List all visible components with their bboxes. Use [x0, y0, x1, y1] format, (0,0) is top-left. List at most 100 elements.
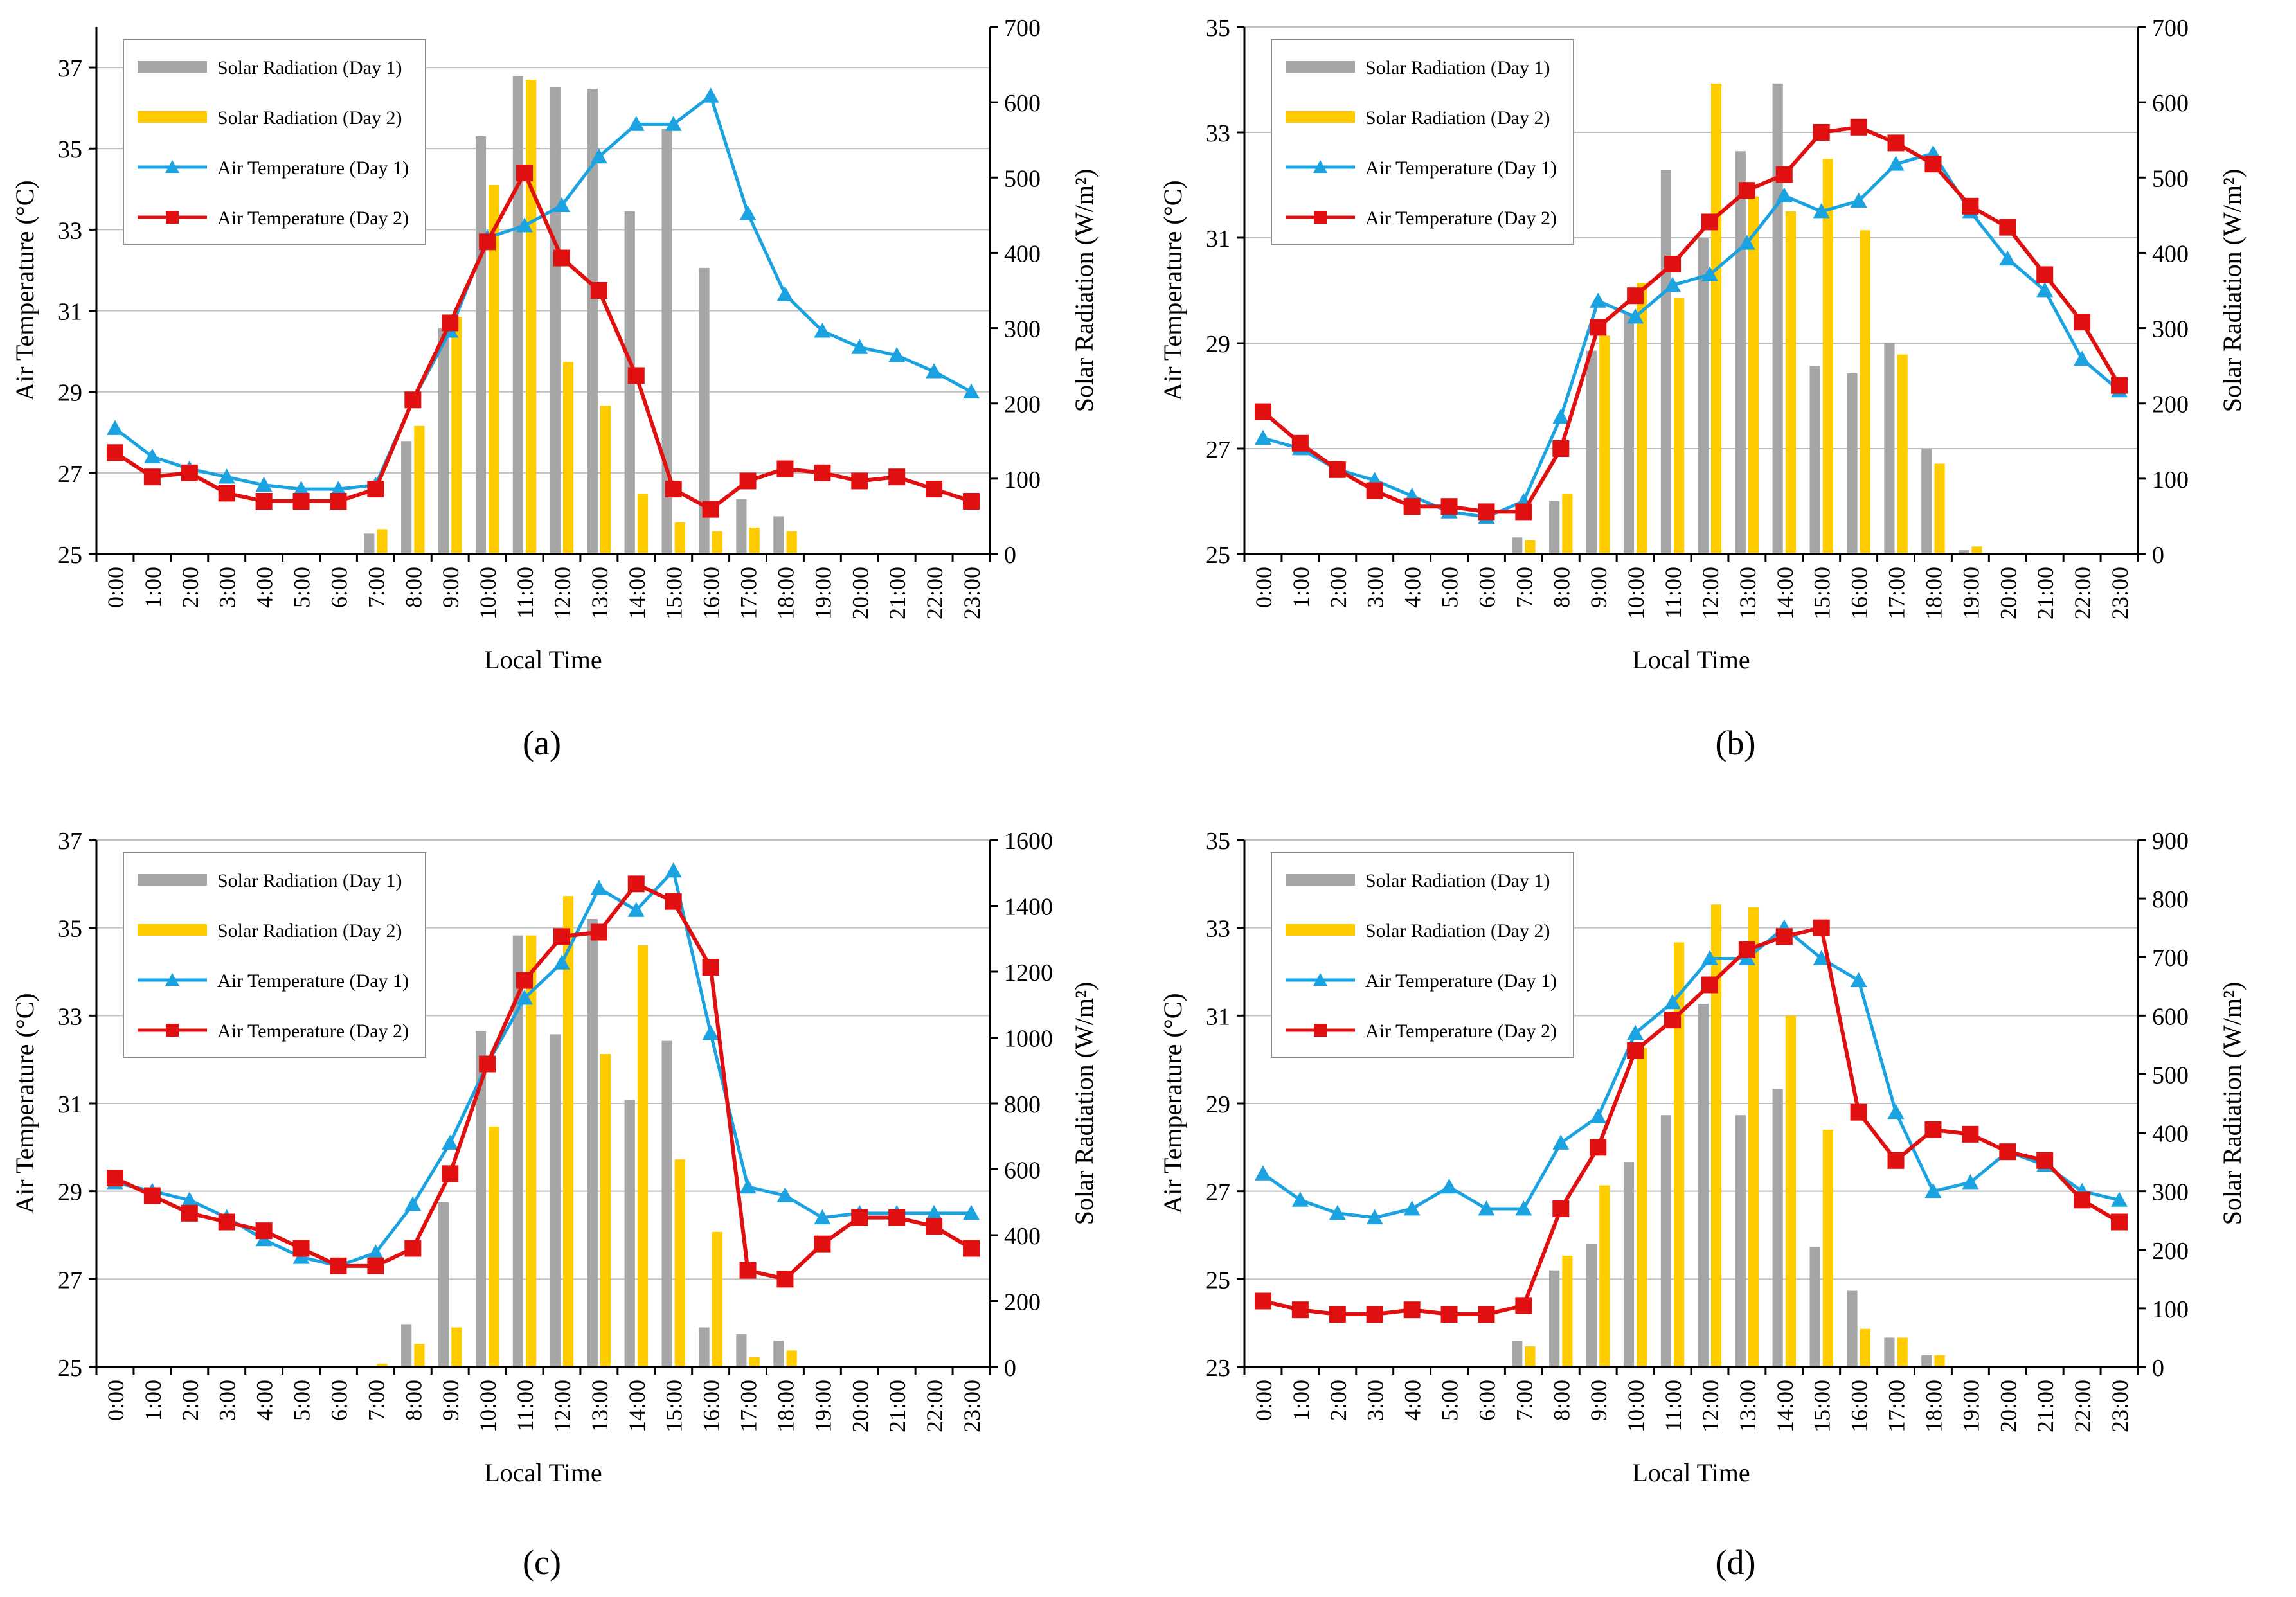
chart-a-bar: [414, 425, 425, 554]
chart-a-left-tick-label: 27: [58, 461, 82, 488]
chart-d-bar: [1921, 1355, 1932, 1367]
chart-d-right-tick-label: 600: [2152, 1003, 2189, 1030]
chart-d-point: [1403, 1301, 1421, 1319]
chart-b-point: [1366, 482, 1383, 499]
chart-c-bar: [451, 1327, 462, 1367]
chart-c-bar: [587, 919, 598, 1367]
chart-b-bar: [1710, 83, 1722, 554]
chart-c-point: [926, 1218, 943, 1235]
chart-d-x-tick-label: 23:00: [2107, 1380, 2133, 1432]
chart-a-bar: [587, 89, 598, 555]
chart-b-left-tick-label: 27: [1206, 436, 1230, 463]
chart-d-left-tick-label: 23: [1206, 1355, 1230, 1382]
chart-b-left-tick-label: 31: [1206, 226, 1230, 253]
chart-a-left-tick-label: 25: [58, 542, 82, 569]
chart-c-point: [776, 1187, 794, 1202]
chart-b-x-tick-label: 21:00: [2032, 567, 2058, 620]
chart-d-left-tick-label: 33: [1206, 916, 1230, 943]
chart-a-bar: [773, 516, 784, 554]
chart-b-point: [1254, 429, 1271, 445]
chart-d-point: [1887, 1152, 1905, 1169]
chart-b-x-tick-label: 17:00: [1884, 567, 1910, 620]
chart-d-right-tick-label: 100: [2152, 1296, 2189, 1323]
chart-b-bar: [1748, 196, 1759, 555]
caption-c: (c): [523, 1543, 561, 1582]
chart-d-bar: [1860, 1328, 1870, 1367]
chart-b-point: [1440, 498, 1458, 515]
chart-b-bar: [1549, 501, 1560, 554]
chart-b-point: [1701, 213, 1718, 231]
chart-a-x-tick-label: 17:00: [736, 567, 762, 620]
chart-c-point: [627, 875, 645, 893]
chart-b-point: [1850, 192, 1867, 208]
chart-d-right-tick-label: 900: [2152, 828, 2189, 855]
chart-c-x-tick-label: 23:00: [959, 1380, 985, 1432]
chart-b-point: [2036, 266, 2054, 283]
chart-c-bars-day2: [377, 896, 797, 1367]
chart-a-x-tick-label: 19:00: [810, 567, 836, 620]
chart-d-bar: [1512, 1341, 1523, 1367]
chart-d-point: [1590, 1108, 1607, 1123]
chart-c-point: [330, 1257, 347, 1274]
chart-d-svg: 23 25 27 29 31 33 35 0 100 200 300 400 500 600 700 800 9…: [1158, 828, 2247, 1487]
chart-b-x-tick-label: 9:00: [1586, 567, 1611, 608]
chart-a-right-tick-label: 100: [1004, 467, 1041, 494]
chart-b-x-tick-label: 5:00: [1437, 567, 1463, 608]
chart-b-bar: [1599, 335, 1610, 554]
chart-a-point: [702, 87, 719, 103]
chart-d-legend-label: Air Temperature (Day 2): [1365, 1021, 1557, 1042]
chart-d-x-tick-label: 18:00: [1921, 1380, 1946, 1432]
chart-d-point: [1478, 1306, 1495, 1323]
chart-b-right-ticks: 0 100 200 300 400 500 600 700: [2138, 15, 2189, 569]
chart-c-point: [367, 1257, 384, 1274]
chart-b-bar: [1562, 494, 1573, 554]
chart-c-x-tick-label: 13:00: [587, 1380, 613, 1432]
chart-b-point: [1478, 503, 1495, 521]
chart-b-bar: [1785, 211, 1797, 554]
chart-d-point: [1291, 1301, 1309, 1319]
chart-a-right-axis-title: Solar Radiation (W/m²): [1070, 169, 1099, 413]
chart-c-point: [106, 1170, 123, 1187]
chart-d-legend: Solar Radiation (Day 1) Solar Radiation (…: [1271, 852, 1574, 1058]
chart-d-point: [1552, 1134, 1570, 1150]
chart-b-point: [2074, 350, 2091, 366]
chart-d-point: [1590, 1139, 1607, 1156]
chart-d-bar: [1785, 1015, 1797, 1367]
chart-a-right-ticks: 0 100 200 300 400 500 600 700: [990, 15, 1041, 569]
chart-d-point: [1813, 919, 1830, 936]
chart-c-legend-box: [123, 852, 426, 1058]
chart-d-x-tick-label: 5:00: [1437, 1380, 1463, 1421]
chart-a-legend-marker: [166, 211, 179, 224]
chart-d-bars-day2: [1525, 904, 1945, 1367]
chart-a-legend-box: [123, 39, 426, 245]
chart-b-legend-marker: [1313, 160, 1327, 173]
chart-a-point: [926, 481, 943, 498]
chart-a-right-tick-label: 500: [1004, 165, 1041, 192]
chart-b-legend-label: Solar Radiation (Day 2): [1365, 107, 1550, 129]
chart-c-legend-label: Solar Radiation (Day 2): [217, 920, 402, 941]
chart-c-point: [963, 1240, 980, 1257]
chart-a-x-tick-label: 5:00: [289, 567, 315, 608]
chart-d-point: [1701, 950, 1718, 965]
chart-d-series-line: [1262, 925, 2120, 1220]
chart-b-point: [1664, 256, 1682, 272]
chart-c-x-tick-label: 8:00: [400, 1380, 426, 1421]
chart-b-right-tick-label: 200: [2152, 391, 2189, 418]
chart-d-bar: [1562, 1255, 1573, 1367]
chart-d-point: [1515, 1297, 1532, 1314]
chart-b-right-tick-label: 400: [2152, 240, 2189, 267]
chart-b-legend-marker: [1314, 211, 1327, 224]
chart-b-point: [1515, 503, 1532, 521]
chart-d-point: [1366, 1209, 1383, 1225]
chart-d-point: [1366, 1306, 1383, 1323]
chart-d-x-tick-label: 14:00: [1772, 1380, 1798, 1432]
chart-c-legend-label: Solar Radiation (Day 1): [217, 870, 402, 891]
chart-b-bar: [1860, 230, 1870, 554]
chart-c-point: [739, 1178, 757, 1194]
chart-b-right-axis-title: Solar Radiation (W/m²): [2218, 169, 2247, 413]
chart-c-right-tick-label: 1600: [1004, 828, 1053, 855]
chart-d-bar: [1674, 942, 1685, 1367]
chart-d-point: [1738, 941, 1755, 958]
chart-d-point: [1254, 1292, 1271, 1310]
chart-a-bar: [364, 533, 375, 554]
